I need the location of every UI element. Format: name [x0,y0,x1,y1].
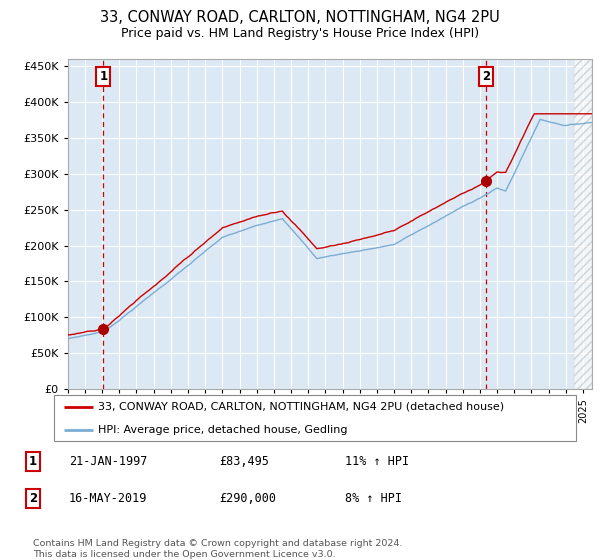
Text: HPI: Average price, detached house, Gedling: HPI: Average price, detached house, Gedl… [98,425,348,435]
Text: 1: 1 [99,71,107,83]
Text: 33, CONWAY ROAD, CARLTON, NOTTINGHAM, NG4 2PU: 33, CONWAY ROAD, CARLTON, NOTTINGHAM, NG… [100,10,500,25]
Text: 21-JAN-1997: 21-JAN-1997 [69,455,148,468]
Text: Price paid vs. HM Land Registry's House Price Index (HPI): Price paid vs. HM Land Registry's House … [121,27,479,40]
Text: 11% ↑ HPI: 11% ↑ HPI [345,455,409,468]
Text: Contains HM Land Registry data © Crown copyright and database right 2024.
This d: Contains HM Land Registry data © Crown c… [33,539,403,559]
Text: £290,000: £290,000 [219,492,276,505]
Polygon shape [574,59,592,389]
FancyBboxPatch shape [54,395,576,441]
Text: 2: 2 [29,492,37,505]
Text: 8% ↑ HPI: 8% ↑ HPI [345,492,402,505]
Text: £83,495: £83,495 [219,455,269,468]
Text: 33, CONWAY ROAD, CARLTON, NOTTINGHAM, NG4 2PU (detached house): 33, CONWAY ROAD, CARLTON, NOTTINGHAM, NG… [98,402,505,412]
Text: 2: 2 [482,71,490,83]
Text: 1: 1 [29,455,37,468]
Text: 16-MAY-2019: 16-MAY-2019 [69,492,148,505]
